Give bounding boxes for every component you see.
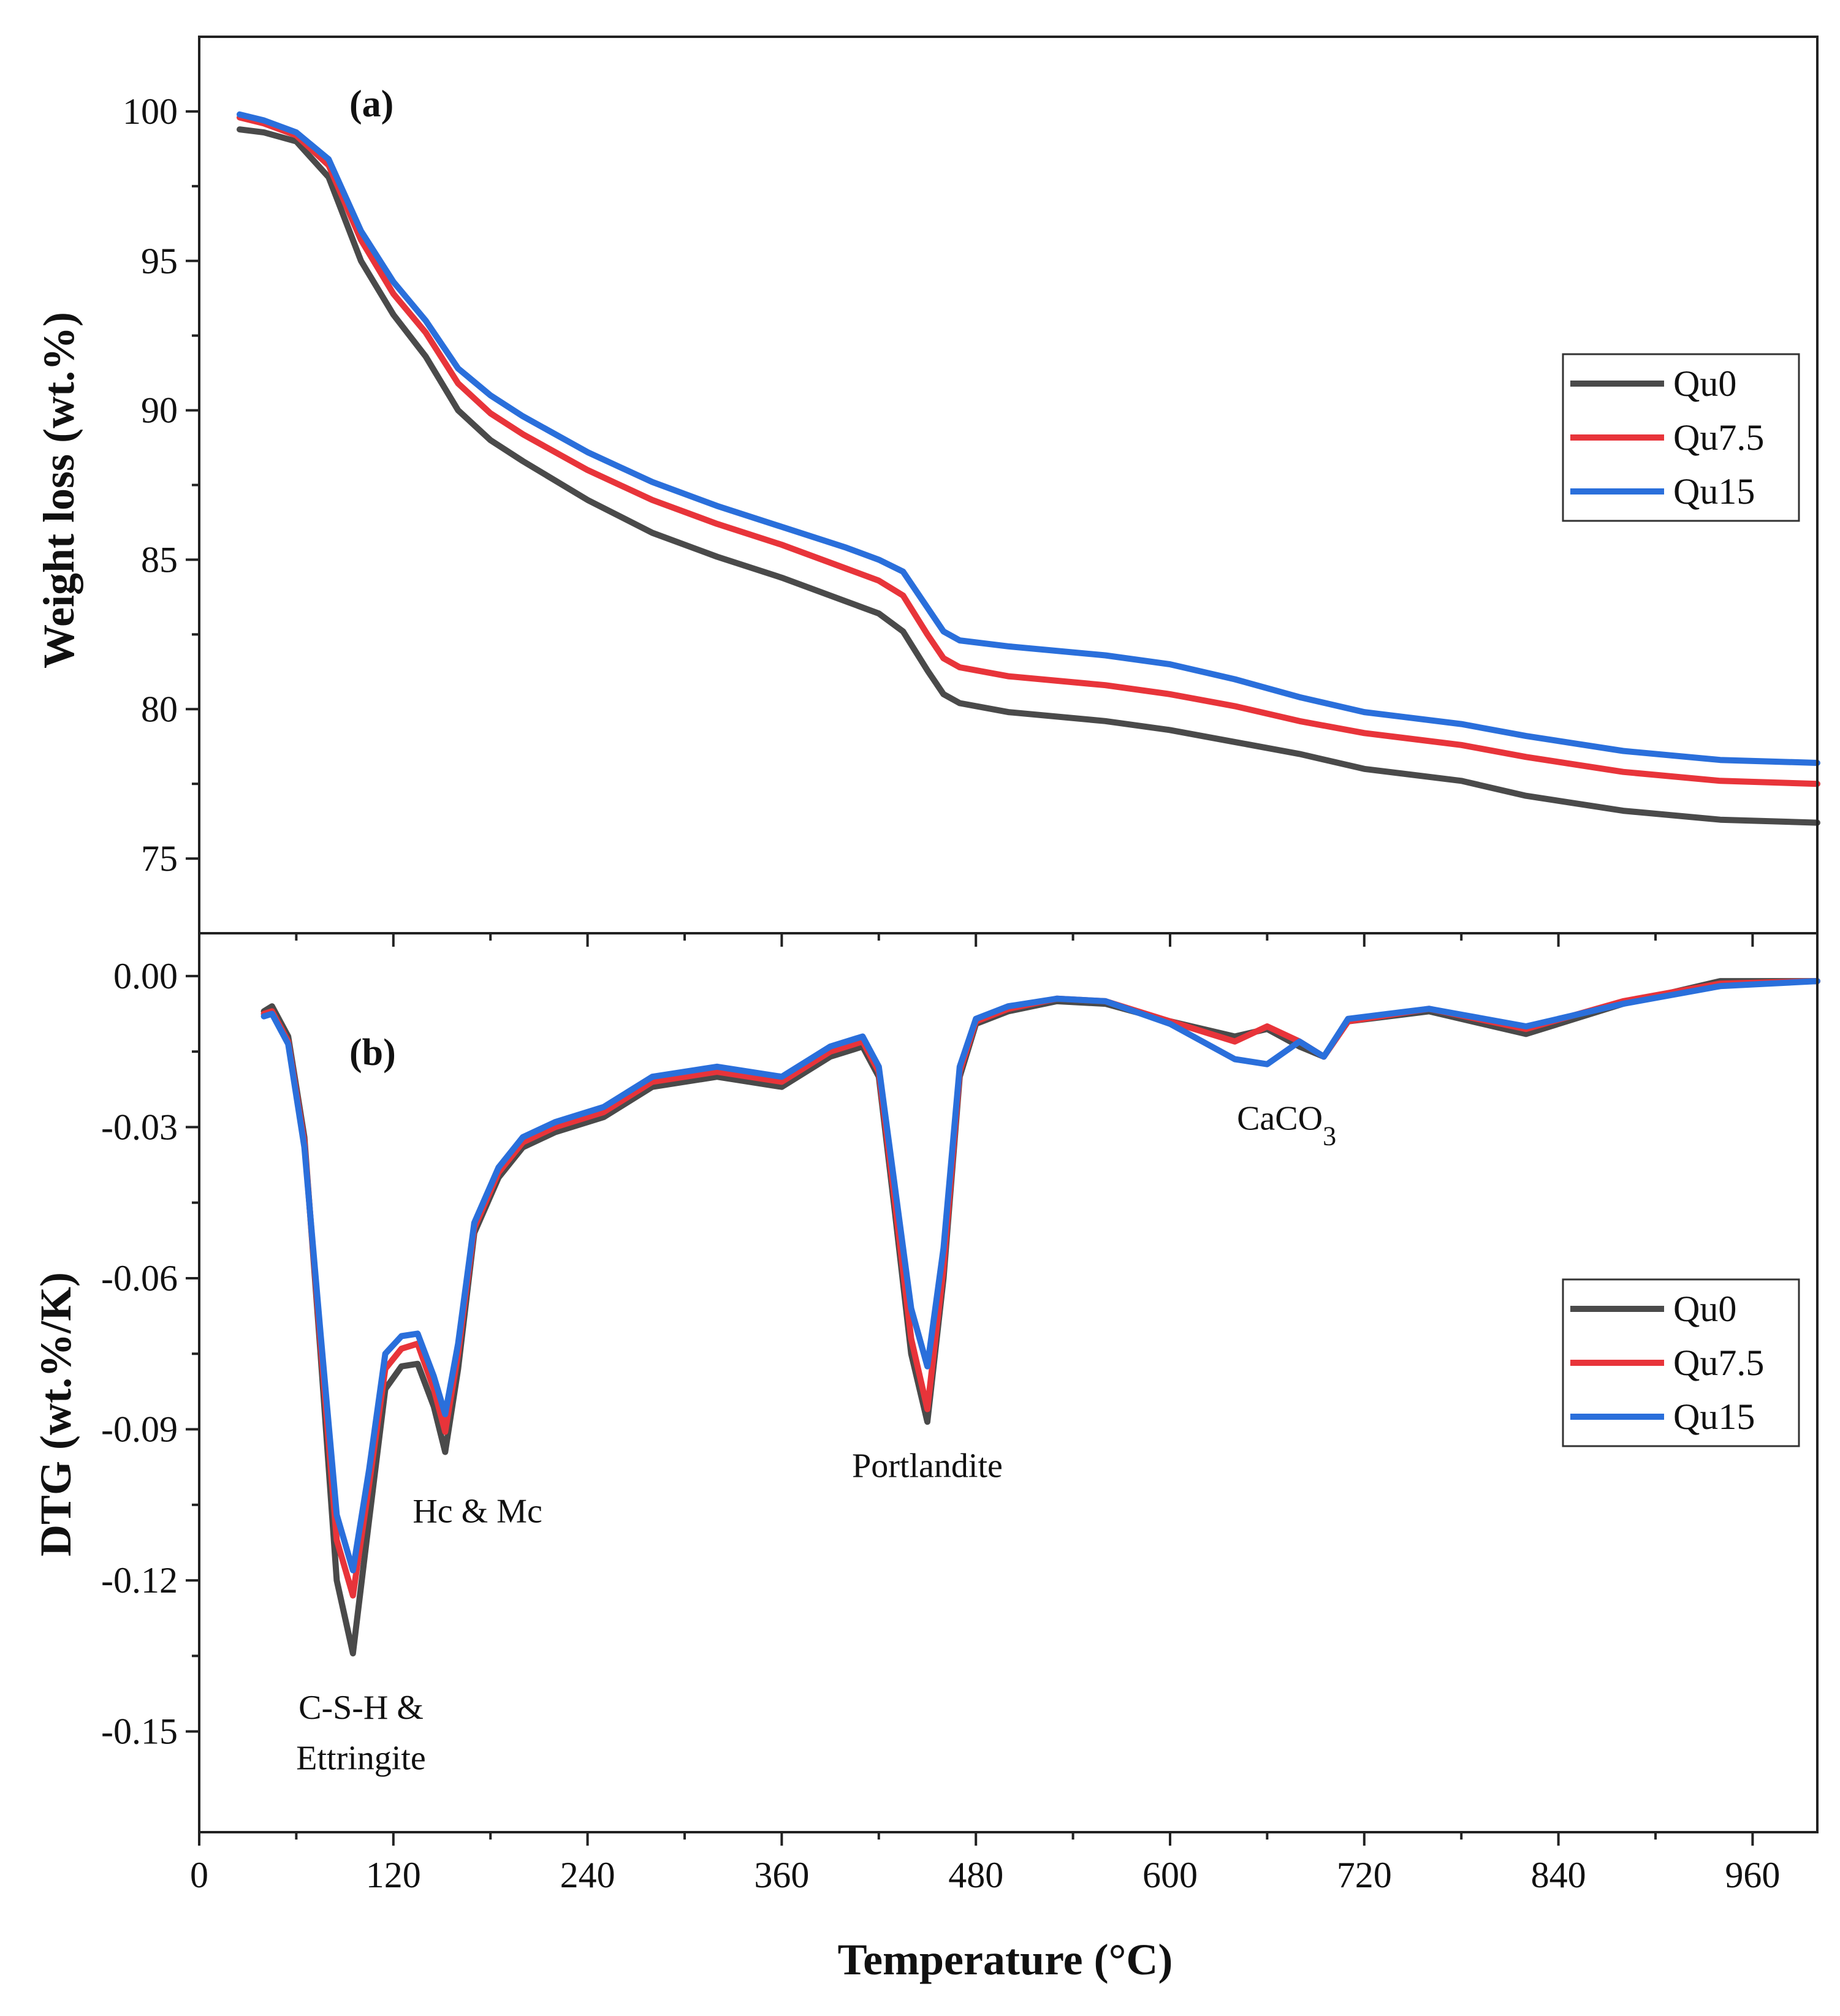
- annotation-label: Ettringite: [296, 1739, 426, 1777]
- y-tick-label: 80: [141, 689, 178, 729]
- annotation-label: Portlandite: [852, 1447, 1003, 1485]
- y-tick-label: 95: [141, 241, 178, 281]
- x-tick-label: 0: [190, 1855, 208, 1895]
- panel-b-dtg: 0.00 -0.03 -0.06 -0.09 -0.12 -0.15 0 120 240 360 4…: [31, 956, 1820, 1984]
- y-tick-label: 90: [141, 390, 178, 431]
- x-tick-label: 720: [1337, 1855, 1392, 1895]
- panel-b-label: (b): [349, 1032, 396, 1074]
- panel-a-weight-loss: 75 80 85 90 95 100 (a) Weight loss (wt.%) Qu0…: [34, 83, 1820, 947]
- panel-b-annotations: C-S-H & Ettringite Hc & Mc Portlandite CaCO3: [296, 1100, 1336, 1778]
- panel-b-y-axis-title: DTG (wt.%/K): [31, 1272, 80, 1556]
- panel-b-legend: Qu0 Qu7.5 Qu15: [1562, 1278, 1800, 1447]
- x-axis-title: Temperature (°C): [838, 1935, 1173, 1984]
- annotation-label: Hc & Mc: [412, 1493, 542, 1531]
- x-tick-label: 600: [1142, 1855, 1198, 1895]
- x-tick-label: 960: [1725, 1855, 1780, 1895]
- x-tick-label: 840: [1531, 1855, 1586, 1895]
- x-tick-label: 480: [948, 1855, 1003, 1895]
- series-line-Qu15: [260, 978, 1820, 1574]
- panel-a-legend: Qu0 Qu7.5 Qu15: [1562, 353, 1800, 522]
- y-tick-label: 0.00: [113, 956, 178, 996]
- panel-a-ticks: 75 80 85 90 95 100: [123, 91, 1754, 947]
- annotation-label: CaCO3: [1237, 1100, 1336, 1151]
- series-line-Qu0: [260, 978, 1820, 1657]
- y-tick-label: -0.09: [101, 1409, 178, 1450]
- y-tick-label: -0.15: [101, 1711, 178, 1752]
- legend-label: Qu0: [1673, 1289, 1736, 1329]
- legend-label: Qu7.5: [1673, 417, 1764, 458]
- legend-label: Qu15: [1673, 471, 1755, 512]
- series-line-Qu0: [237, 126, 1820, 826]
- x-tick-label: 240: [560, 1855, 615, 1895]
- panel-b-series-group: [260, 978, 1820, 1657]
- y-tick-label: -0.12: [101, 1560, 178, 1601]
- annotation-label: C-S-H &: [298, 1689, 424, 1727]
- panel-a-series-group: [237, 111, 1820, 826]
- y-tick-label: 100: [123, 91, 178, 132]
- panel-a-label: (a): [349, 83, 393, 125]
- y-tick-label: -0.03: [101, 1107, 178, 1147]
- x-tick-label: 360: [754, 1855, 809, 1895]
- legend-label: Qu0: [1673, 363, 1736, 404]
- y-tick-label: 75: [141, 838, 178, 879]
- panel-a-y-axis-title: Weight loss (wt.%): [34, 312, 83, 669]
- y-tick-label: -0.06: [101, 1258, 178, 1298]
- y-tick-label: 85: [141, 539, 178, 580]
- legend-label: Qu7.5: [1673, 1343, 1764, 1383]
- series-line-Qu15: [237, 111, 1820, 766]
- x-tick-label: 120: [366, 1855, 421, 1895]
- legend-label: Qu15: [1673, 1396, 1755, 1437]
- panel-b-ticks: 0.00 -0.03 -0.06 -0.09 -0.12 -0.15 0 120 240 360 4…: [101, 956, 1780, 1895]
- series-line-Qu7-5: [237, 114, 1820, 787]
